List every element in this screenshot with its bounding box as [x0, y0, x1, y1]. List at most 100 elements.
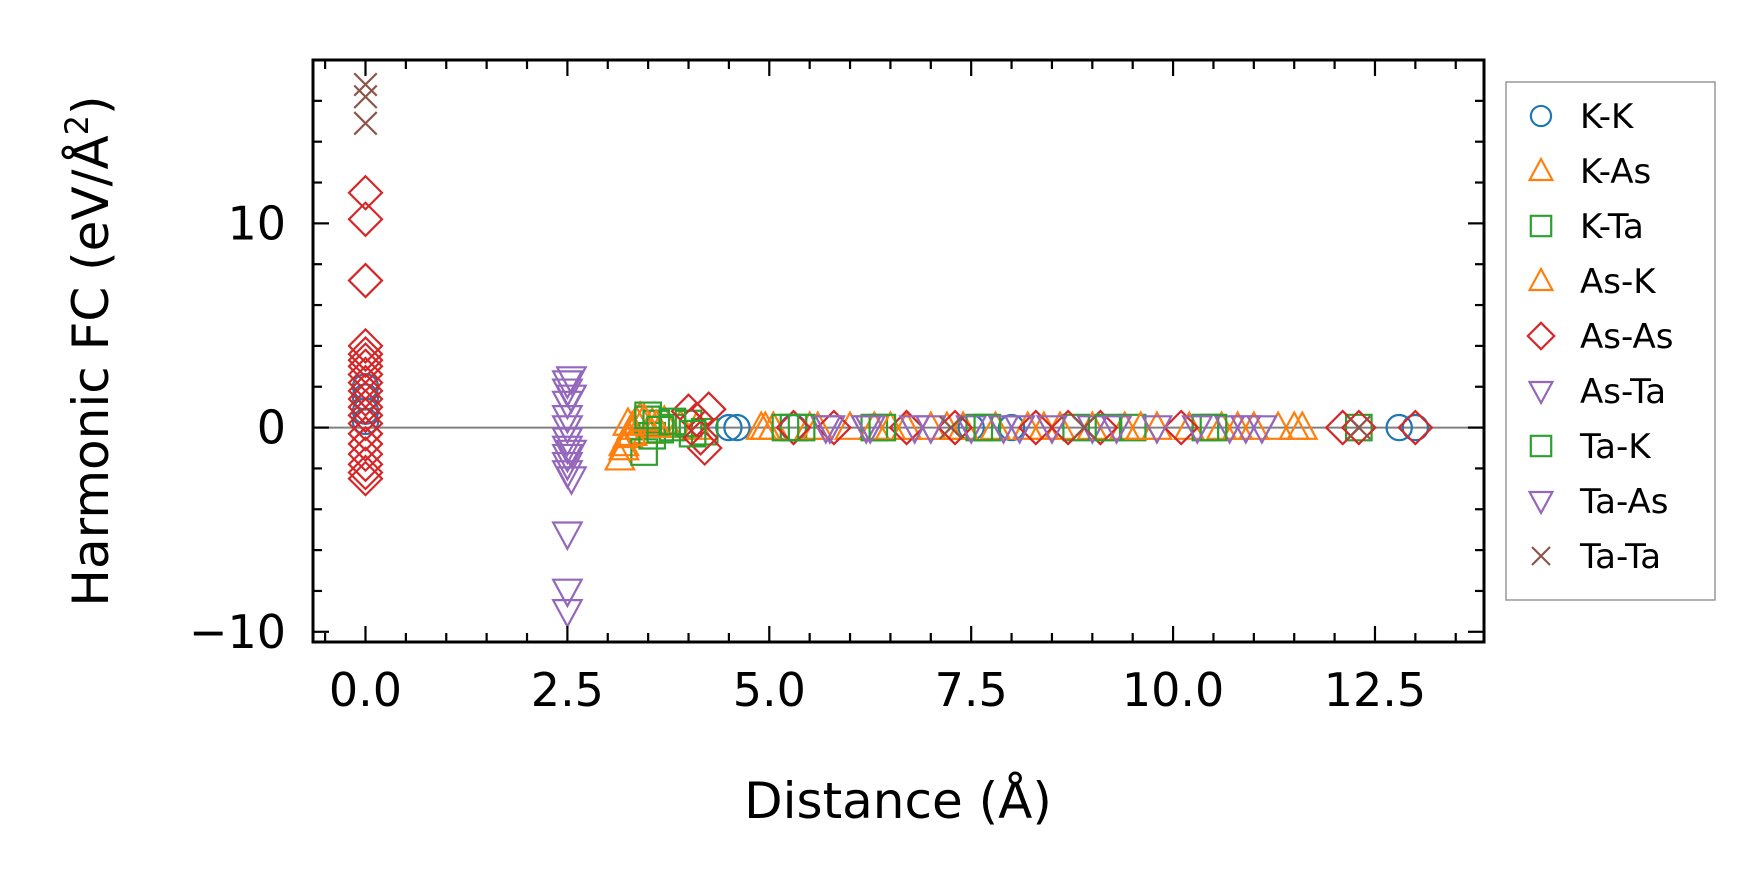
legend-label: Ta-As: [1579, 482, 1668, 522]
data-point-k-k: [1385, 413, 1413, 442]
legend-label: K-Ta: [1580, 207, 1644, 247]
data-point-as-ta: [551, 370, 584, 400]
data-point-ta-as: [854, 415, 887, 445]
x-tick-label: 0.0: [329, 663, 402, 717]
scatter-series-layer: [347, 72, 1434, 629]
legend-marker-as-k: [1527, 266, 1555, 292]
data-point-ta-ta: [353, 111, 378, 136]
data-point-as-k: [615, 416, 649, 447]
data-point-as-ta: [1213, 415, 1246, 445]
legend-item-ta-k: Ta-K: [1529, 427, 1652, 467]
x-tick-label: 2.5: [531, 663, 604, 717]
data-point-k-k: [997, 413, 1026, 442]
x-tick-label: 12.5: [1324, 663, 1426, 717]
data-point-ta-as: [555, 466, 588, 496]
legend-label: Ta-Ta: [1579, 537, 1661, 577]
data-point-ta-ta: [353, 84, 378, 109]
legend: K-K K-As K-Ta As-K As-As As-Ta Ta-K Ta-As Ta-Ta: [1505, 81, 1716, 601]
data-point-k-k: [715, 413, 743, 442]
x-tick-label: 10.0: [1122, 663, 1224, 717]
data-point-k-ta: [1062, 413, 1091, 442]
x-axis-title: Distance (Å): [744, 772, 1052, 830]
data-point-as-as: [347, 201, 384, 238]
legend-label: Ta-K: [1579, 427, 1652, 467]
data-point-ta-k: [1094, 413, 1123, 442]
y-tick-labels: −10 0 10: [189, 196, 286, 658]
data-point-as-as: [1397, 409, 1434, 446]
legend-item-as-as: As-As: [1526, 317, 1673, 357]
legend-label: K-As: [1580, 152, 1651, 192]
data-point-ta-ta: [1072, 415, 1097, 440]
axis-ticks-layer: [313, 58, 1484, 642]
data-point-as-as: [1340, 409, 1377, 446]
data-point-k-ta: [1118, 413, 1147, 442]
data-point-as-ta: [551, 451, 584, 482]
data-point-k-as: [1108, 410, 1141, 440]
data-point-ta-k: [1199, 413, 1228, 442]
data-point-as-k: [640, 408, 673, 438]
data-point-ta-ta: [353, 72, 378, 97]
data-point-as-k: [607, 430, 641, 461]
data-point-as-ta: [1245, 415, 1279, 445]
y-axis-title-close: ): [62, 95, 120, 115]
data-point-k-as: [1205, 410, 1238, 440]
data-point-as-ta: [551, 521, 584, 552]
axes-frame: [311, 58, 1486, 644]
legend-marker-ta-as: [1527, 490, 1555, 516]
data-point-ta-k: [868, 413, 897, 442]
y-tick-label: 10: [227, 196, 286, 250]
data-point-as-ta: [551, 443, 584, 474]
legend-marker-as-ta: [1527, 380, 1555, 406]
data-point-ta-k: [634, 401, 662, 430]
legend-item-ta-as: Ta-As: [1527, 482, 1668, 522]
x-tick-labels: 0.0 2.5 5.0 7.5 10.0 12.5: [329, 663, 1426, 717]
data-point-ta-k: [787, 413, 816, 442]
legend-label: As-K: [1580, 262, 1657, 302]
data-point-ta-as: [1181, 415, 1214, 445]
data-point-k-as: [858, 410, 891, 440]
data-point-as-ta: [1003, 415, 1036, 445]
legend-item-ta-ta: Ta-Ta: [1531, 537, 1661, 577]
data-point-ta-k: [973, 413, 1002, 442]
series-k-k: [351, 373, 1430, 442]
data-point-as-as: [347, 436, 384, 473]
data-point-k-as: [979, 410, 1012, 440]
data-point-as-as: [347, 454, 384, 491]
data-point-as-as: [686, 429, 723, 467]
data-point-k-as: [1237, 410, 1270, 440]
data-point-ta-ta: [1346, 415, 1371, 440]
legend-marker-k-k: [1529, 104, 1553, 128]
legend-item-k-as: K-As: [1527, 152, 1651, 192]
data-point-as-ta: [1140, 415, 1174, 445]
series-ta-ta: [353, 72, 1371, 440]
y-axis-title-main: Harmonic FC (eV/Å: [62, 135, 120, 606]
data-point-as-as: [347, 397, 384, 434]
legend-marker-as-as: [1526, 321, 1556, 351]
data-point-ta-as: [1035, 415, 1069, 445]
data-point-k-k: [1401, 413, 1430, 442]
data-point-ta-ta: [938, 415, 964, 440]
x-tick-label: 7.5: [935, 663, 1008, 717]
legend-label: K-K: [1580, 97, 1635, 137]
y-axis-title-superscript: 2: [58, 115, 96, 135]
y-tick-label: −10: [189, 605, 286, 659]
data-point-as-as: [347, 425, 384, 462]
legend-item-k-ta: K-Ta: [1529, 207, 1644, 247]
data-point-ta-as: [555, 366, 588, 396]
legend-item-as-k: As-K: [1527, 262, 1657, 302]
data-point-as-k: [1221, 410, 1254, 440]
data-point-as-k: [801, 410, 834, 440]
data-point-as-as: [682, 419, 719, 456]
data-point-k-as: [1140, 410, 1174, 440]
legend-label: As-As: [1580, 317, 1673, 357]
y-axis-title: Harmonic FC (eV/Å2): [58, 95, 120, 606]
data-point-as-as: [347, 342, 384, 379]
data-point-as-as: [347, 380, 384, 418]
data-point-as-ta: [955, 415, 988, 445]
data-point-ta-as: [914, 415, 947, 445]
legend-marker-k-ta: [1529, 214, 1553, 238]
data-point-as-as: [347, 174, 384, 211]
data-point-as-as: [347, 446, 384, 483]
legend-label: As-Ta: [1580, 372, 1666, 412]
